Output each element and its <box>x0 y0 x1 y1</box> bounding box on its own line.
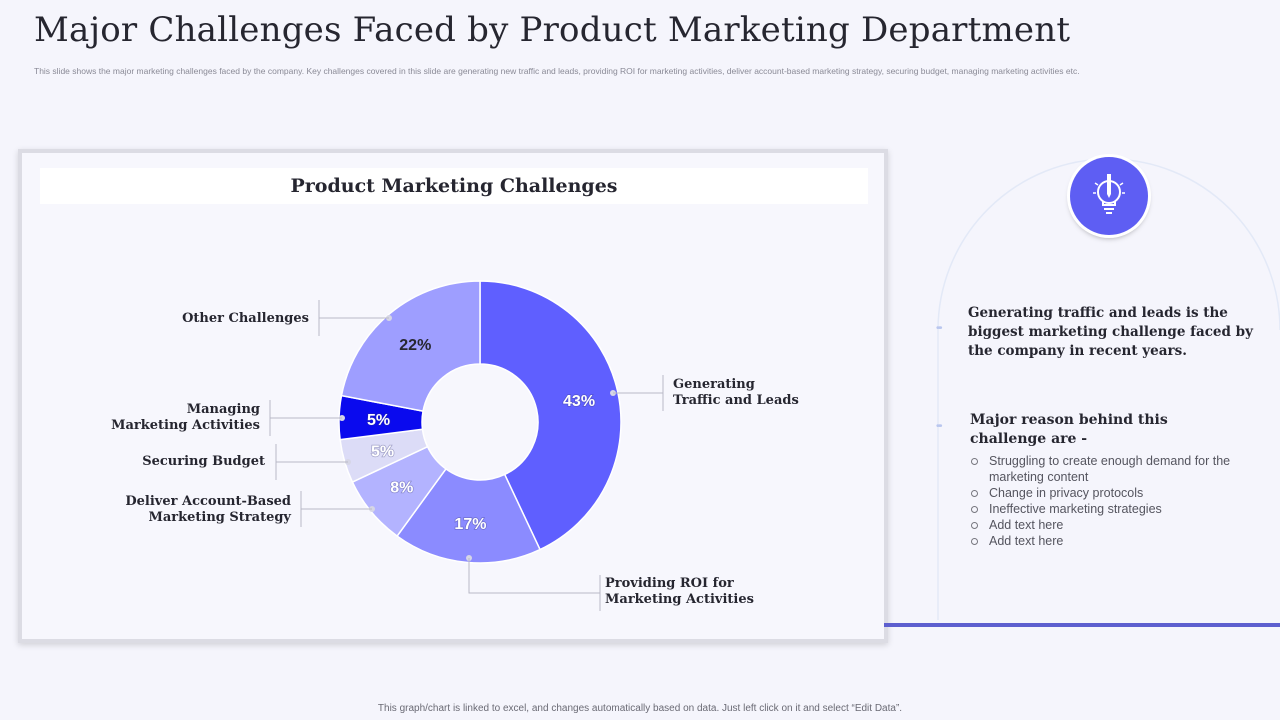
chart-title: Product Marketing Challenges <box>290 175 618 197</box>
bullet-dots: ••• <box>936 323 942 334</box>
slide-subtitle: This slide shows the major marketing cha… <box>34 66 1080 76</box>
slice-other-challenges[interactable] <box>340 280 481 413</box>
list-item: Add text here <box>970 533 1260 549</box>
label-managing-activities: Managing Marketing Activities <box>111 402 260 433</box>
label-providing-roi: Providing ROI for Marketing Activities <box>605 576 754 607</box>
list-item: Struggling to create enough demand for t… <box>970 453 1260 485</box>
reasons-list: Struggling to create enough demand for t… <box>970 453 1260 549</box>
value-label-generating-traffic: 43% <box>563 393 595 410</box>
lightbulb-pencil-icon <box>1070 157 1148 235</box>
reasons-heading: Major reason behind this challenge are - <box>970 412 1168 447</box>
value-label-other-challenges: 22% <box>399 337 431 354</box>
slice-providing-roi[interactable] <box>396 467 542 564</box>
value-label-managing-activities: 5% <box>367 412 390 429</box>
bullet-dots: ••• <box>936 421 942 432</box>
slide-title: Major Challenges Faced by Product Market… <box>34 10 1071 50</box>
label-other-challenges: Other Challenges <box>182 311 309 326</box>
accent-divider <box>884 623 1280 627</box>
insight-text: Generating traffic and leads is the bigg… <box>968 305 1253 359</box>
label-generating-traffic: Generating Traffic and Leads <box>673 377 799 408</box>
slice-generating-traffic[interactable] <box>479 280 622 551</box>
list-item: Change in privacy protocols <box>970 485 1260 501</box>
chart-header: Product Marketing Challenges <box>40 168 868 204</box>
list-item: Add text here <box>970 517 1260 533</box>
value-label-account-based: 8% <box>390 480 413 497</box>
label-account-based: Deliver Account-Based Marketing Strategy <box>125 494 291 525</box>
footer-note: This graph/chart is linked to excel, and… <box>377 703 903 714</box>
label-securing-budget: Securing Budget <box>142 454 265 469</box>
value-label-securing-budget: 5% <box>371 443 394 460</box>
list-item: Ineffective marketing strategies <box>970 501 1260 517</box>
value-label-providing-roi: 17% <box>454 516 486 533</box>
leader-line-providing-roi <box>468 558 600 594</box>
